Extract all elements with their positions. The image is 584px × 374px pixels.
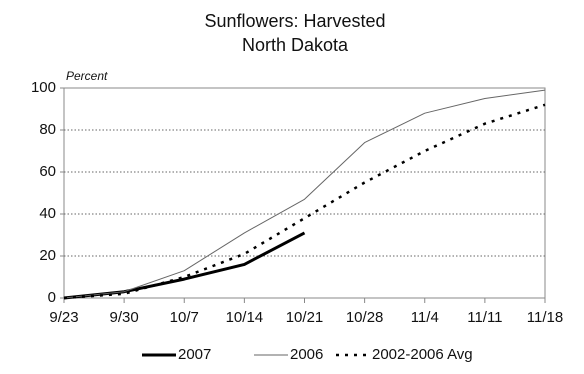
x-tick-label: 9/30 — [110, 309, 139, 326]
series-line — [63, 231, 306, 300]
x-tick-label: 10/14 — [226, 309, 264, 326]
y-tick-label: 20 — [39, 247, 56, 264]
y-tick-label: 60 — [39, 163, 56, 180]
x-tick-label: 10/28 — [346, 309, 384, 326]
chart-subtitle: North Dakota — [242, 35, 349, 55]
series-line — [63, 103, 546, 300]
x-tick-label: 11/18 — [527, 309, 563, 326]
legend-label: 2006 — [290, 346, 323, 363]
y-tick-label: 0 — [48, 289, 56, 306]
x-tick-label: 11/11 — [467, 309, 502, 326]
y-tick-label: 40 — [39, 205, 56, 222]
y-tick-label: 80 — [39, 121, 56, 138]
chart-title: Sunflowers: Harvested — [204, 11, 385, 31]
x-tick-label: 9/23 — [49, 309, 78, 326]
series-line — [63, 89, 546, 299]
legend-label: 2002-2006 Avg — [372, 346, 473, 363]
y-axis-label: Percent — [66, 69, 108, 83]
legend-label: 2007 — [178, 346, 211, 363]
x-tick-label: 10/7 — [170, 309, 199, 326]
x-tick-label: 11/4 — [411, 309, 439, 326]
x-tick-label: 10/21 — [286, 309, 324, 326]
plot-area — [63, 87, 546, 299]
y-tick-label: 100 — [31, 79, 56, 96]
